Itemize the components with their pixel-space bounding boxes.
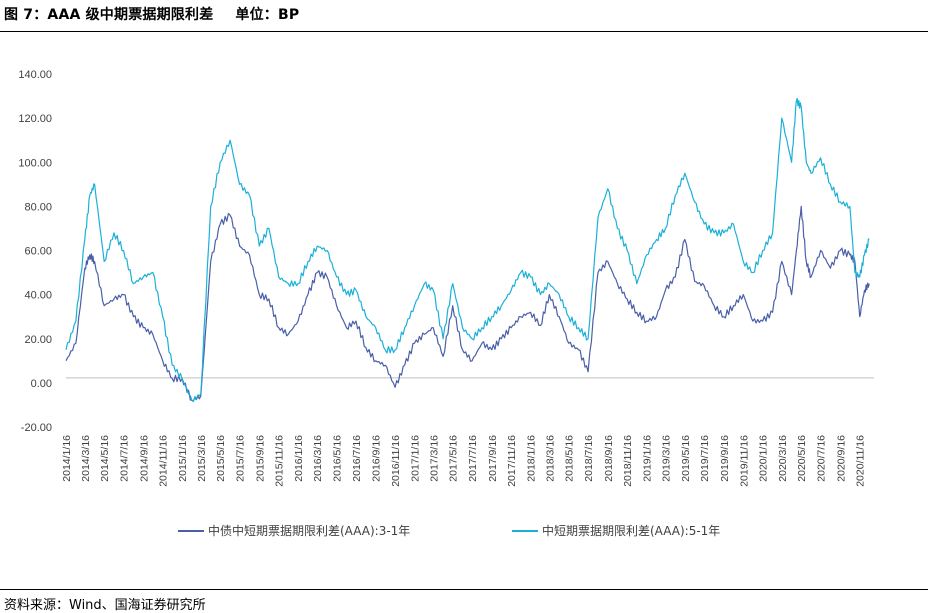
x-tick-label: 2014/11/16 [158, 435, 170, 487]
x-tick-label: 2019/11/16 [738, 435, 750, 487]
series-line-1 [65, 205, 870, 402]
x-tick-label: 2019/9/16 [719, 435, 731, 482]
figure-title: 图 7：AAA 级中期票据期限利差 单位：BP [4, 4, 299, 24]
y-tick-label: 120.00 [18, 113, 52, 125]
x-tick-label: 2014/3/16 [80, 435, 92, 482]
y-axis: -20.00 0.00 20.00 40.00 60.00 80.00 100.00 120.… [18, 69, 52, 434]
legend-label-1: 中债中短期票据期限利差(AAA):3-1年 [208, 523, 410, 538]
legend: 中债中短期票据期限利差(AAA):3-1年 中短期票据期限利差(AAA):5-1年 [178, 523, 720, 538]
y-tick-label: 20.00 [24, 334, 52, 346]
x-axis: 2014/1/16 2014/3/16 2014/5/16 2014/7/16 2014… [61, 377, 874, 487]
x-tick-label: 2019/7/16 [699, 435, 711, 482]
x-tick-label: 2020/1/16 [758, 435, 770, 482]
x-tick-label: 2018/9/16 [603, 435, 615, 482]
figure-title-text: 图 7：AAA 级中期票据期限利差 [4, 7, 214, 23]
line-chart: -20.00 0.00 20.00 40.00 60.00 80.00 100.00 120.… [18, 69, 874, 538]
y-tick-label: 100.00 [18, 157, 52, 169]
x-tick-label: 2017/5/16 [448, 435, 460, 482]
bottom-rule [0, 589, 928, 590]
x-tick-label: 2020/7/16 [816, 435, 828, 482]
x-tick-label: 2017/9/16 [487, 435, 499, 482]
x-tick-label: 2014/9/16 [138, 435, 150, 482]
legend-label-2: 中短期票据期限利差(AAA):5-1年 [542, 523, 720, 538]
x-tick-label: 2018/11/16 [622, 435, 634, 487]
x-tick-label: 2016/5/16 [332, 435, 344, 482]
y-tick-label: 140.00 [18, 69, 52, 81]
x-tick-label: 2019/3/16 [660, 435, 672, 482]
top-rule [0, 31, 928, 32]
x-tick-label: 2016/11/16 [390, 435, 402, 487]
x-tick-label: 2016/7/16 [351, 435, 363, 482]
x-tick-label: 2014/1/16 [61, 435, 73, 482]
x-tick-label: 2020/9/16 [835, 435, 847, 482]
source-note: 资料来源：Wind、国海证券研究所 [4, 598, 206, 613]
y-tick-label: 80.00 [24, 201, 52, 213]
x-tick-label: 2015/7/16 [235, 435, 247, 482]
series-line-2 [65, 97, 870, 403]
x-tick-label: 2018/7/16 [583, 435, 595, 482]
y-tick-label: 60.00 [24, 246, 52, 258]
figure-unit: 单位：BP [235, 7, 300, 23]
series-layer [65, 97, 870, 403]
x-tick-label: 2019/5/16 [680, 435, 692, 482]
x-tick-label: 2020/3/16 [777, 435, 789, 482]
x-tick-label: 2014/7/16 [119, 435, 131, 482]
x-tick-label: 2017/1/16 [410, 435, 422, 482]
x-tick-label: 2015/1/16 [177, 435, 189, 482]
x-tick-label: 2017/3/16 [428, 435, 440, 482]
x-tick-label: 2020/11/16 [855, 435, 867, 487]
x-tick-label: 2017/11/16 [506, 435, 518, 487]
x-tick-label: 2016/1/16 [293, 435, 305, 482]
x-tick-label: 2018/1/16 [526, 435, 538, 482]
x-tick-label: 2015/11/16 [274, 435, 286, 487]
x-tick-label: 2017/7/16 [467, 435, 479, 482]
x-tick-label: 2014/5/16 [99, 435, 111, 482]
x-tick-label: 2016/3/16 [312, 435, 324, 482]
x-tick-label: 2019/1/16 [642, 435, 654, 482]
x-tick-label: 2015/9/16 [254, 435, 266, 482]
x-tick-label: 2018/5/16 [564, 435, 576, 482]
x-tick-label: 2020/5/16 [796, 435, 808, 482]
y-tick-label: -20.00 [21, 422, 52, 434]
x-tick-label: 2018/3/16 [544, 435, 556, 482]
y-tick-label: 40.00 [24, 290, 52, 302]
y-tick-label: 0.00 [31, 378, 52, 390]
x-tick-label: 2016/9/16 [371, 435, 383, 482]
x-tick-label: 2015/3/16 [196, 435, 208, 482]
x-tick-label: 2015/5/16 [215, 435, 227, 482]
